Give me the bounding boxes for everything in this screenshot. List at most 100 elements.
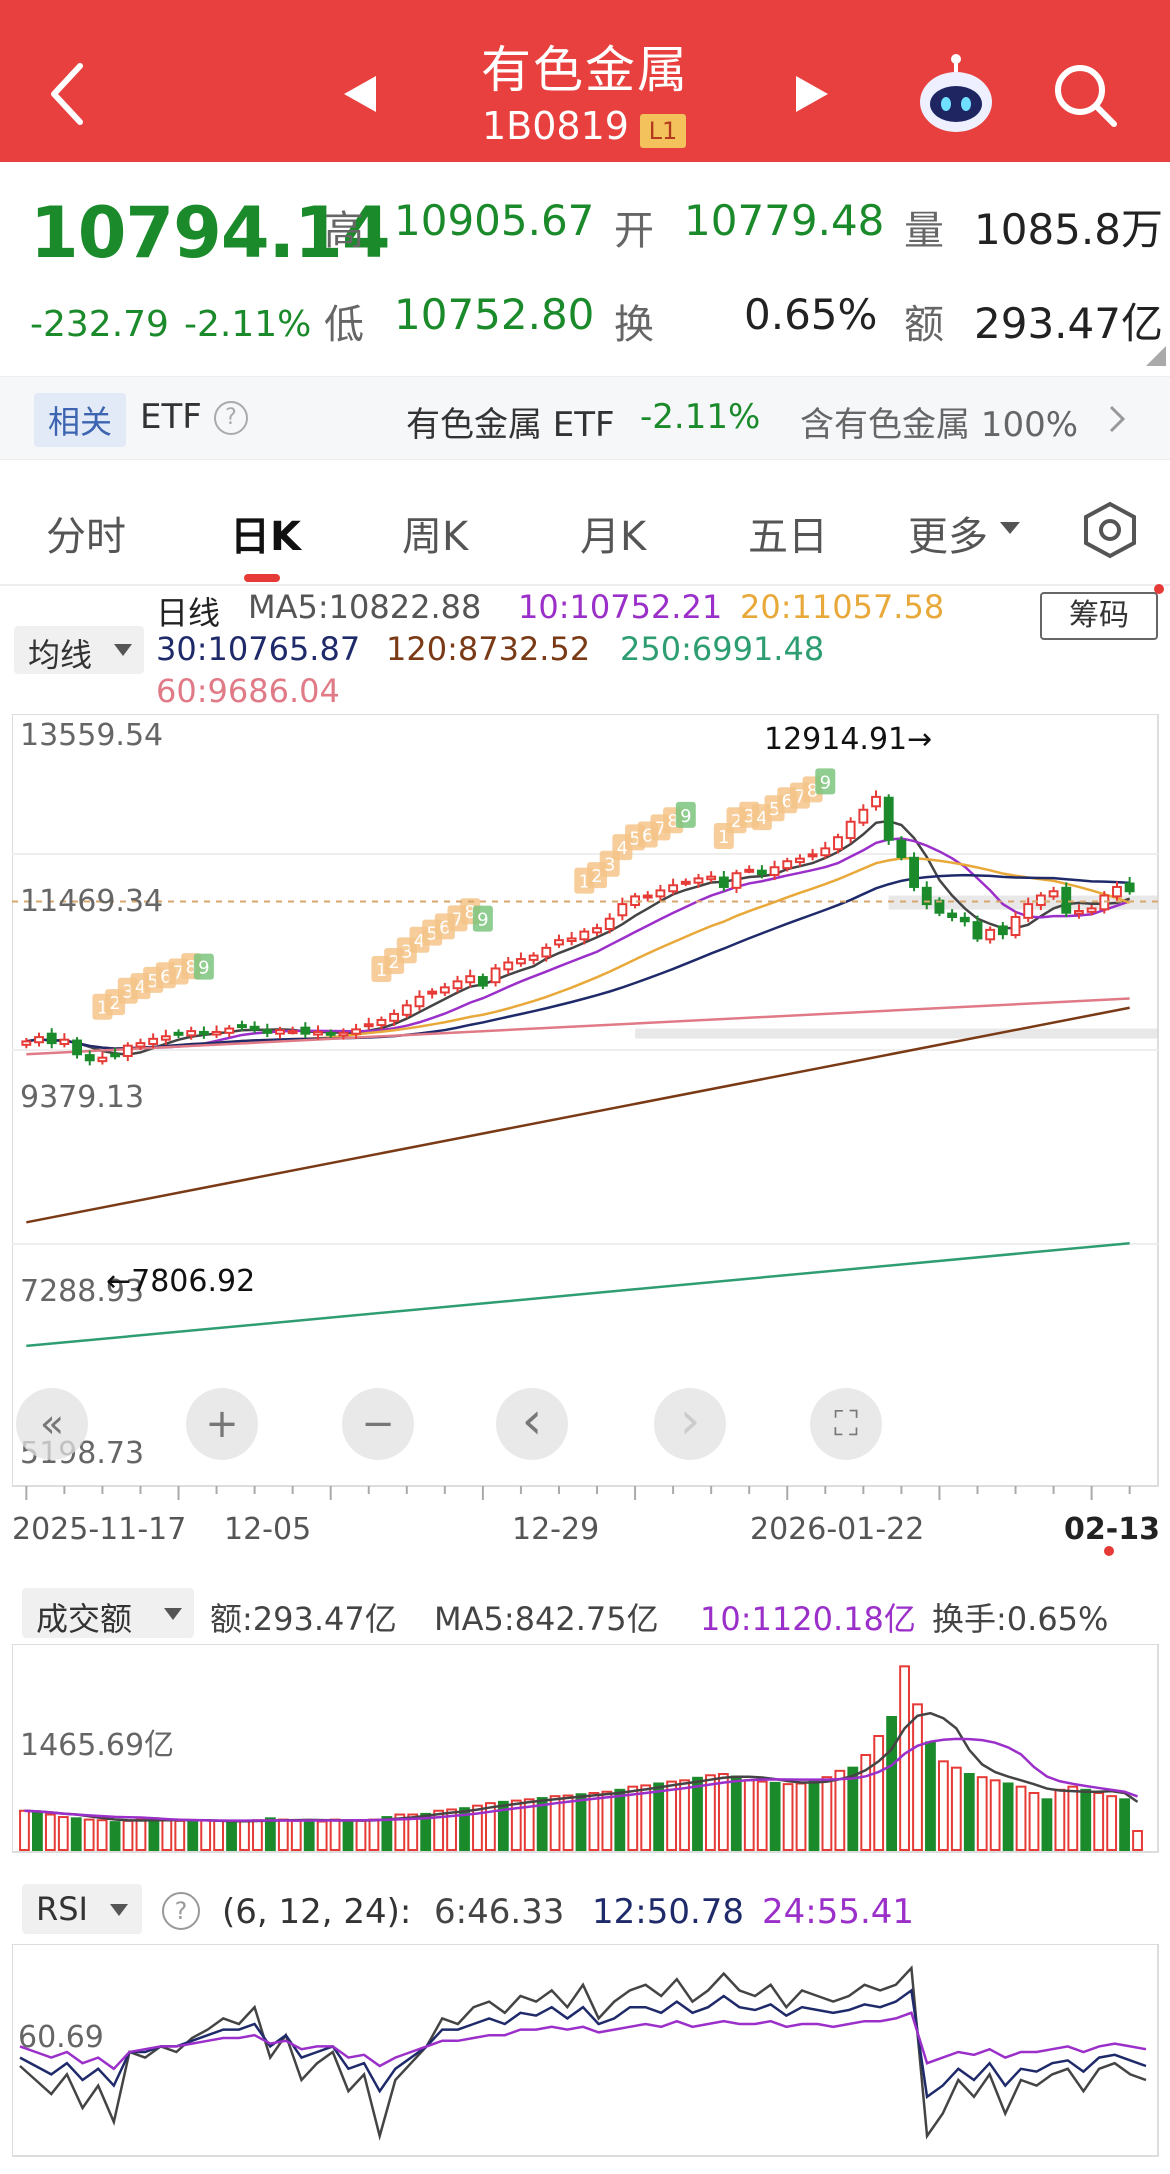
candle-body — [122, 1044, 133, 1057]
td-label: 2 — [731, 811, 742, 832]
td-label: 8 — [667, 811, 678, 832]
td-label-bg — [193, 953, 214, 980]
turnover-label: 换 — [614, 302, 654, 348]
td-label: 4 — [617, 838, 628, 859]
zoom-out-button[interactable]: − — [342, 1388, 414, 1460]
tab-week-k[interactable]: 周K — [402, 514, 469, 560]
candle-body — [1061, 886, 1072, 914]
candle-body — [300, 1026, 311, 1035]
volume-bar — [963, 1773, 975, 1851]
volume-bar — [290, 1819, 302, 1852]
next-button[interactable]: › — [654, 1388, 726, 1460]
stock-code: 1B0819 — [482, 104, 629, 148]
ma120-value: 120:8732.52 — [386, 630, 591, 668]
volume-bar — [1106, 1795, 1118, 1852]
candle-body — [1010, 915, 1021, 937]
expand-corner-icon[interactable] — [1146, 346, 1166, 366]
td-label: 5 — [629, 828, 640, 849]
candle-body — [186, 1030, 197, 1037]
rewind-button[interactable]: « — [16, 1388, 88, 1460]
candle-body — [909, 856, 919, 888]
date-label-4: 2026-01-22 — [750, 1512, 925, 1547]
volume-bar — [1093, 1792, 1105, 1851]
tab-month-k[interactable]: 月K — [580, 514, 647, 560]
volume-chart[interactable] — [12, 1644, 1160, 1854]
candle-body — [896, 839, 907, 858]
rsi-selector[interactable]: RSI — [22, 1884, 142, 1934]
candle-body — [972, 921, 983, 940]
volume-bar — [950, 1766, 962, 1851]
rsi6-line — [19, 1965, 1147, 2141]
volume-bar — [575, 1793, 587, 1851]
volume-bar — [32, 1811, 43, 1851]
rsi-chart[interactable] — [12, 1944, 1160, 2158]
candlestick-chart[interactable]: 1 23 4 5 6 7 8 9 1 234 5 6 7 8 91 234 5 6 7 8 912 3 4 5 6 7 8 9 — [12, 714, 1160, 1488]
low-label: 低 — [324, 302, 364, 348]
caret-down-icon — [110, 1904, 128, 1916]
fullscreen-button[interactable]: ⛶ — [810, 1388, 882, 1460]
volume-bar — [976, 1776, 988, 1852]
candle-body — [617, 903, 628, 917]
chart-frame — [12, 714, 1159, 1487]
candle-body — [528, 954, 539, 961]
etf-bar[interactable]: 相关 ETF ? 有色金属 ETF -2.11% 含有色金属 100% — [0, 376, 1170, 460]
etf-change: -2.11% — [640, 397, 761, 437]
tab-five-day[interactable]: 五日 — [748, 514, 828, 560]
ma5-value: MA5:10822.88 — [248, 588, 482, 626]
tab-more[interactable]: 更多 — [908, 514, 988, 560]
volume-bar — [523, 1798, 535, 1851]
td-label: 1 — [718, 827, 729, 848]
rsi6-value: 6:46.33 — [434, 1892, 565, 1932]
ma250-value: 250:6991.48 — [620, 630, 825, 668]
volume-bar — [342, 1819, 354, 1852]
prev-button[interactable]: ‹ — [496, 1388, 568, 1460]
td-label: 3 — [743, 806, 754, 827]
candle-body — [706, 875, 717, 881]
volume-ma10: 10:1120.18亿 — [700, 1600, 916, 1638]
td-label-bg — [675, 801, 696, 828]
high-label: 高 — [324, 208, 364, 254]
candle-body — [782, 860, 793, 870]
chevron-left-icon[interactable] — [48, 62, 88, 126]
td-label: 6 — [782, 791, 793, 812]
volume-bar — [925, 1741, 936, 1851]
volume-bar — [588, 1792, 600, 1851]
volume-bar — [226, 1821, 237, 1851]
robot-assistant-icon[interactable] — [916, 54, 996, 134]
candle-body — [731, 872, 742, 889]
settings-hexagon-icon[interactable] — [1082, 500, 1138, 560]
candle-body — [465, 975, 476, 984]
candle-body — [97, 1056, 108, 1063]
zoom-in-button[interactable]: + — [186, 1388, 258, 1460]
caret-down-icon — [1000, 522, 1020, 534]
tab-minute[interactable]: 分时 — [46, 514, 126, 560]
info-icon[interactable]: ? — [214, 401, 248, 435]
candle-body — [959, 916, 970, 923]
etf-holding: 含有色金属 100% — [800, 405, 1079, 445]
chip-button[interactable]: 筹码 — [1040, 592, 1158, 640]
search-icon[interactable] — [1052, 62, 1118, 128]
tab-day-k[interactable]: 日K — [230, 514, 301, 560]
triangle-left-icon[interactable] — [342, 74, 378, 114]
volume-bar — [213, 1819, 225, 1852]
etf-name[interactable]: 有色金属 ETF — [406, 405, 615, 445]
td-label: 9 — [820, 772, 831, 793]
volume-bar — [472, 1804, 483, 1852]
help-icon[interactable]: ? — [162, 1892, 200, 1930]
date-label-2: 12-05 — [224, 1512, 312, 1547]
volume-selector[interactable]: 成交额 — [22, 1588, 194, 1638]
rsi-selector-label: RSI — [36, 1890, 88, 1928]
ma-selector[interactable]: 均线 — [14, 626, 144, 674]
low-marker: ←7806.92 — [106, 1264, 256, 1299]
td-label-bg — [472, 905, 493, 932]
latest-dot — [1104, 1546, 1114, 1556]
chevron-right-icon[interactable] — [1108, 405, 1126, 433]
td-label: 1 — [97, 998, 108, 1019]
candle-body — [795, 857, 805, 864]
volume-bar — [459, 1807, 470, 1851]
volume-bar — [355, 1819, 367, 1852]
triangle-right-icon[interactable] — [794, 74, 830, 114]
notification-dot — [1154, 584, 1164, 594]
candles — [21, 790, 1135, 1066]
candle-body — [554, 939, 564, 946]
